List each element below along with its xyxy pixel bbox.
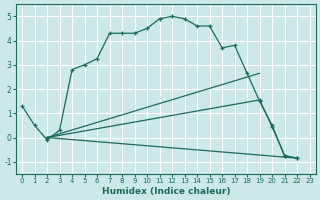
X-axis label: Humidex (Indice chaleur): Humidex (Indice chaleur)	[101, 187, 230, 196]
